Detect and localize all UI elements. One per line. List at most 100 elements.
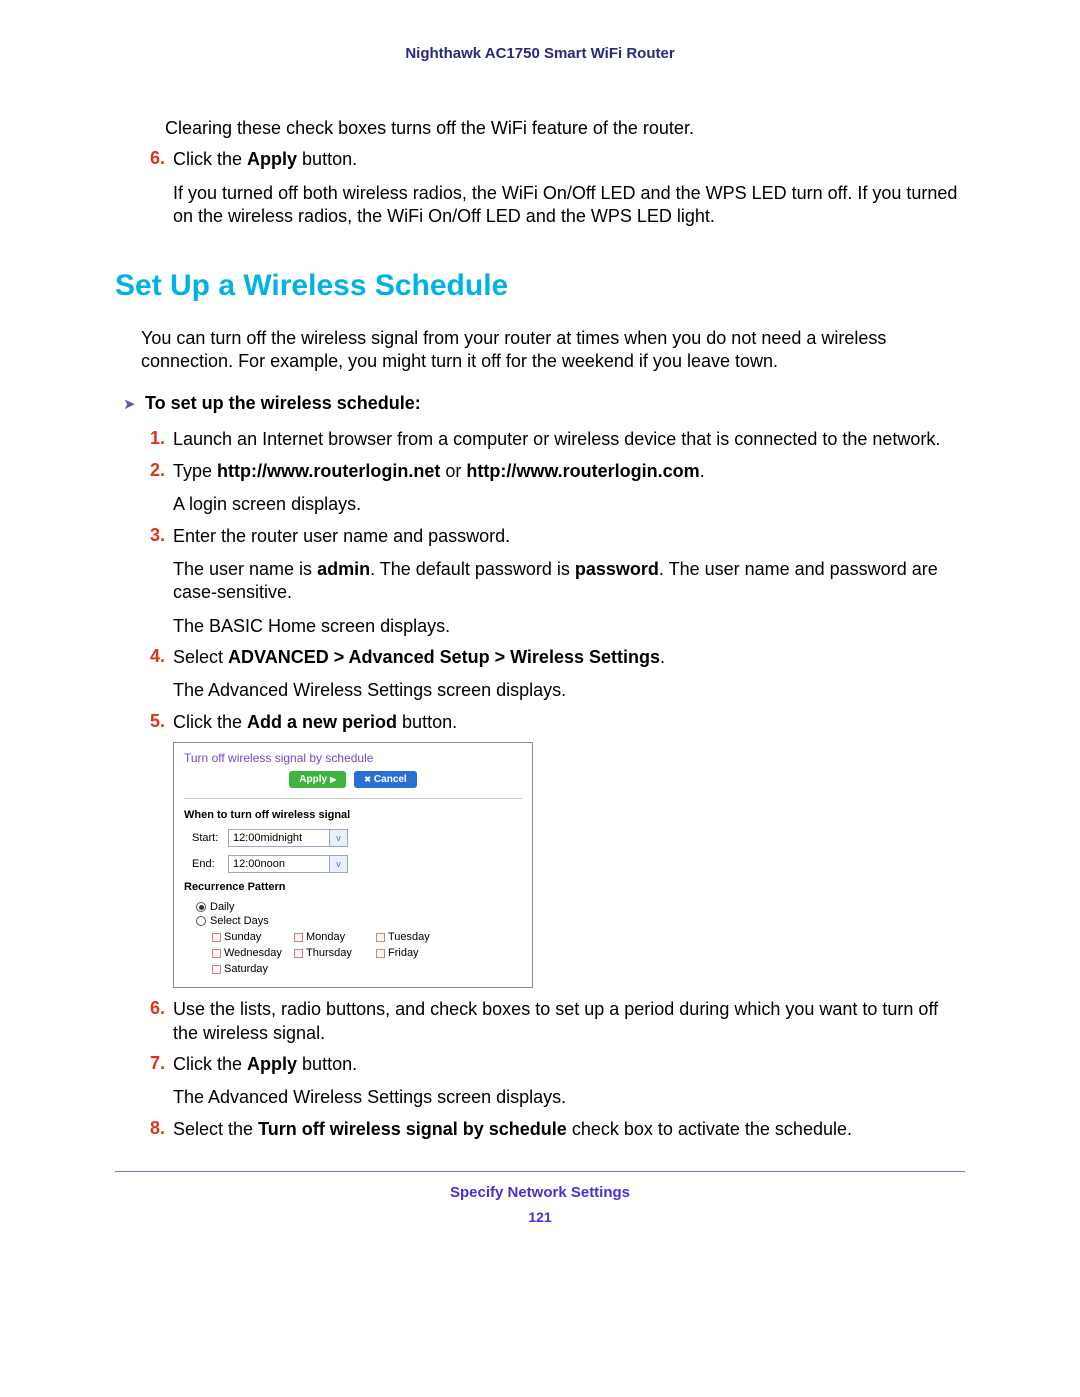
- close-icon: ✖: [364, 775, 371, 784]
- checkbox-icon: [376, 933, 385, 942]
- step-body: Click the Apply button. If you turned of…: [173, 148, 965, 228]
- selectdays-radio-row[interactable]: Select Days: [196, 915, 522, 927]
- text: The user name is: [173, 559, 317, 579]
- bold-text: Apply: [247, 1054, 297, 1074]
- text: .: [700, 461, 705, 481]
- text: The Advanced Wireless Settings screen di…: [173, 1086, 965, 1109]
- day-label: Monday: [306, 931, 345, 943]
- document-page: Nighthawk AC1750 Smart WiFi Router Clear…: [0, 0, 1080, 1265]
- start-time-select[interactable]: 12:00midnight v: [228, 829, 348, 847]
- step-number: 3.: [141, 525, 165, 639]
- bold-text: Apply: [247, 149, 297, 169]
- bold-text: Turn off wireless signal by schedule: [258, 1119, 567, 1139]
- checkbox-icon: [294, 933, 303, 942]
- step-6-top: 6. Click the Apply button. If you turned…: [141, 148, 965, 228]
- step-5: 5. Click the Add a new period button.: [141, 711, 965, 734]
- schedule-dialog: Turn off wireless signal by schedule App…: [173, 742, 533, 988]
- radio-label: Select Days: [210, 915, 269, 927]
- text: .: [660, 647, 665, 667]
- day-label: Thursday: [306, 947, 352, 959]
- step-body: Select the Turn off wireless signal by s…: [173, 1118, 965, 1141]
- intro-text-top: Clearing these check boxes turns off the…: [165, 117, 965, 140]
- text: button.: [397, 712, 457, 732]
- step-body: Select ADVANCED > Advanced Setup > Wirel…: [173, 646, 965, 703]
- text: Launch an Internet browser from a comput…: [173, 428, 965, 451]
- text: Click the: [173, 149, 247, 169]
- day-thursday[interactable]: Thursday: [294, 947, 376, 959]
- text: Enter the router user name and password.: [173, 525, 965, 548]
- end-label: End:: [192, 858, 222, 870]
- dialog-button-row: Apply ▶ ✖ Cancel: [184, 771, 522, 788]
- page-footer: Specify Network Settings 121: [115, 1171, 965, 1225]
- step-body: Click the Apply button. The Advanced Wir…: [173, 1053, 965, 1110]
- cancel-button[interactable]: ✖ Cancel: [354, 771, 417, 788]
- radio-icon: [196, 902, 206, 912]
- select-value: 12:00noon: [229, 858, 329, 870]
- step-number: 1.: [141, 428, 165, 451]
- end-time-select[interactable]: 12:00noon v: [228, 855, 348, 873]
- bold-text: http://www.routerlogin.net: [217, 461, 440, 481]
- step-number: 2.: [141, 460, 165, 517]
- select-value: 12:00midnight: [229, 832, 329, 844]
- text: If you turned off both wireless radios, …: [173, 182, 965, 229]
- text: button.: [297, 149, 357, 169]
- checkbox-icon: [294, 949, 303, 958]
- step-body: Click the Add a new period button.: [173, 711, 965, 734]
- start-label: Start:: [192, 832, 222, 844]
- text: Select: [173, 647, 228, 667]
- day-wednesday[interactable]: Wednesday: [212, 947, 294, 959]
- text: Type: [173, 461, 217, 481]
- step-body: Enter the router user name and password.…: [173, 525, 965, 639]
- day-label: Sunday: [224, 931, 261, 943]
- button-label: Cancel: [374, 774, 407, 785]
- bold-text: admin: [317, 559, 370, 579]
- chevron-down-icon: v: [329, 856, 347, 872]
- step-3: 3. Enter the router user name and passwo…: [141, 525, 965, 639]
- day-label: Wednesday: [224, 947, 282, 959]
- task-title-row: ➤ To set up the wireless schedule:: [123, 393, 965, 414]
- day-tuesday[interactable]: Tuesday: [376, 931, 458, 943]
- daily-radio-row[interactable]: Daily: [196, 901, 522, 913]
- text: The BASIC Home screen displays.: [173, 615, 965, 638]
- step-7: 7. Click the Apply button. The Advanced …: [141, 1053, 965, 1110]
- product-header: Nighthawk AC1750 Smart WiFi Router: [115, 45, 965, 62]
- text: A login screen displays.: [173, 493, 965, 516]
- footer-page-number: 121: [115, 1209, 965, 1225]
- apply-button[interactable]: Apply ▶: [289, 771, 346, 788]
- day-friday[interactable]: Friday: [376, 947, 458, 959]
- step-body: Type http://www.routerlogin.net or http:…: [173, 460, 965, 517]
- end-time-row: End: 12:00noon v: [192, 855, 522, 873]
- text: Select the: [173, 1119, 258, 1139]
- radio-label: Daily: [210, 901, 234, 913]
- step-2: 2. Type http://www.routerlogin.net or ht…: [141, 460, 965, 517]
- day-saturday[interactable]: Saturday: [212, 963, 294, 975]
- button-label: Apply: [299, 774, 327, 785]
- checkbox-icon: [376, 949, 385, 958]
- section-heading: Set Up a Wireless Schedule: [115, 269, 965, 303]
- start-time-row: Start: 12:00midnight v: [192, 829, 522, 847]
- step-8: 8. Select the Turn off wireless signal b…: [141, 1118, 965, 1141]
- recurrence-label: Recurrence Pattern: [184, 881, 522, 893]
- text: Use the lists, radio buttons, and check …: [173, 998, 965, 1045]
- step-number: 6.: [141, 148, 165, 228]
- step-number: 8.: [141, 1118, 165, 1141]
- text: check box to activate the schedule.: [567, 1119, 852, 1139]
- checkbox-icon: [212, 965, 221, 974]
- step-4: 4. Select ADVANCED > Advanced Setup > Wi…: [141, 646, 965, 703]
- bold-text: ADVANCED > Advanced Setup > Wireless Set…: [228, 647, 660, 667]
- step-number: 7.: [141, 1053, 165, 1110]
- day-monday[interactable]: Monday: [294, 931, 376, 943]
- days-group: Sunday Monday Tuesday Wednesday Thursday…: [212, 929, 522, 977]
- step-number: 5.: [141, 711, 165, 734]
- text: The Advanced Wireless Settings screen di…: [173, 679, 965, 702]
- arrow-icon: ➤: [123, 395, 141, 413]
- text: . The default password is: [370, 559, 575, 579]
- text: Click the: [173, 712, 247, 732]
- day-sunday[interactable]: Sunday: [212, 931, 294, 943]
- radio-icon: [196, 916, 206, 926]
- step-number: 6.: [141, 998, 165, 1045]
- bold-text: http://www.routerlogin.com: [466, 461, 699, 481]
- when-label: When to turn off wireless signal: [184, 809, 522, 821]
- day-label: Tuesday: [388, 931, 430, 943]
- day-label: Saturday: [224, 963, 268, 975]
